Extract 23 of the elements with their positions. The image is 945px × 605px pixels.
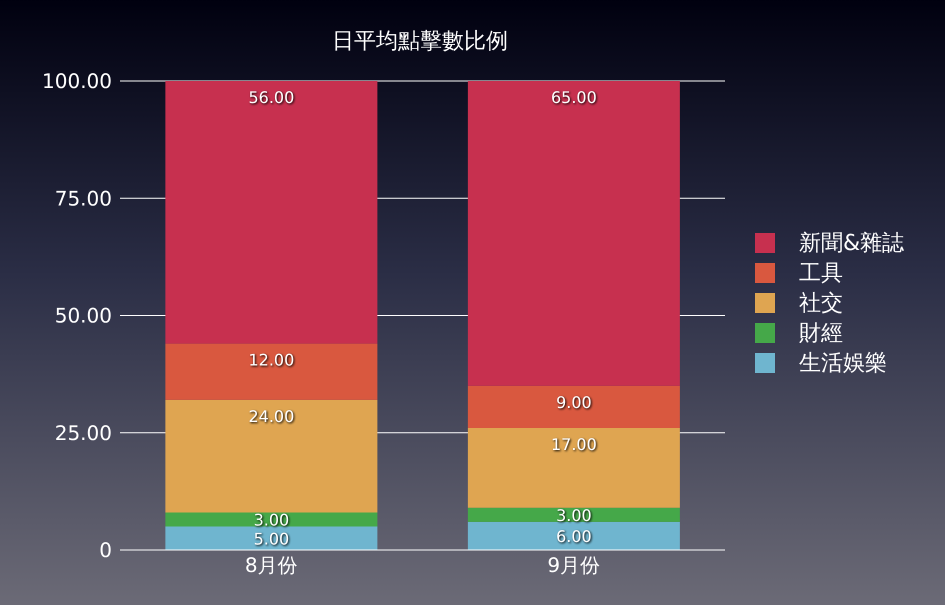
data-label: 3.00 (254, 510, 290, 530)
y-tick-label: 100.00 (42, 69, 112, 94)
legend-label: 新聞&雜誌 (799, 230, 904, 258)
chart-title: 日平均點擊數比例 (331, 28, 509, 56)
data-label: 3.00 (556, 506, 592, 525)
data-label: 5.00 (254, 529, 290, 548)
data-label: 17.00 (550, 435, 597, 454)
data-label: 9.00 (556, 392, 592, 412)
data-label: 24.00 (248, 406, 294, 426)
y-tick-label: 50.00 (54, 304, 112, 328)
data-label: 65.00 (550, 88, 597, 107)
legend-label: 社交 (799, 290, 843, 318)
x-tick-label: 8月份 (244, 553, 298, 578)
legend-label: 財經 (799, 320, 843, 348)
x-tick-label: 9月份 (547, 553, 600, 578)
legend-label: 生活娛樂 (799, 350, 887, 378)
legend-label: 工具 (799, 260, 843, 288)
y-tick-label: 0 (99, 538, 112, 562)
data-label: 6.00 (556, 526, 592, 546)
y-tick-label: 25.00 (54, 420, 112, 445)
data-label: 56.00 (248, 88, 294, 107)
data-label: 12.00 (248, 350, 294, 370)
y-tick-label: 75.00 (54, 186, 112, 210)
